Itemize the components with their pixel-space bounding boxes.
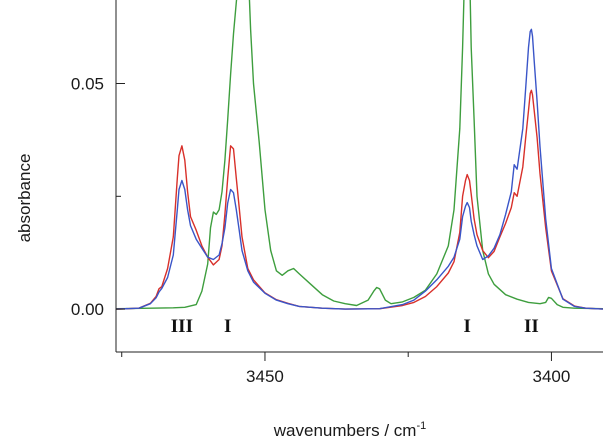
series-layer <box>116 0 603 309</box>
series-line-1 <box>116 29 603 309</box>
x-axis-title: wavenumbers / cm-1 <box>273 420 426 440</box>
y-axis-title: absorbance <box>15 154 34 243</box>
peak-label: I <box>224 316 231 337</box>
peak-label: III <box>171 316 193 337</box>
x-tick-label: 3400 <box>533 367 571 386</box>
x-tick-label: 3450 <box>246 367 284 386</box>
x-axis-title-text: wavenumbers / cm <box>273 421 417 440</box>
y-tick-label: 0.00 <box>71 300 104 319</box>
y-tick-label: 0.05 <box>71 74 104 93</box>
label-layer: IIIIIII <box>171 316 539 337</box>
series-line-2 <box>116 90 603 309</box>
x-axis-title-superscript: -1 <box>416 420 426 432</box>
peak-label: I <box>464 316 471 337</box>
series-line-3 <box>116 0 603 309</box>
peak-label: II <box>524 316 539 337</box>
